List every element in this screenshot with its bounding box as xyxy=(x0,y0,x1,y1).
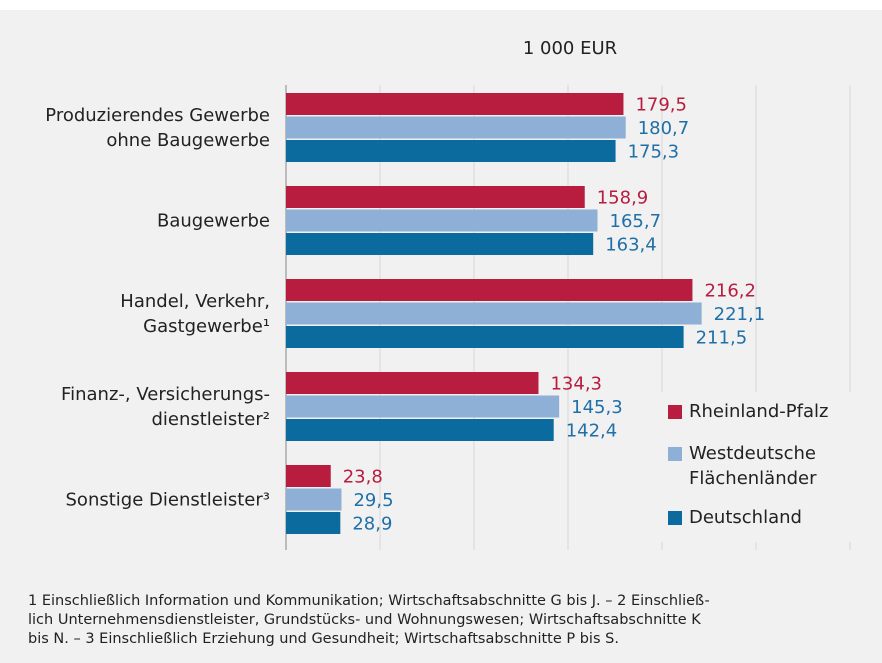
value-label: 142,4 xyxy=(566,421,618,442)
value-label: 216,2 xyxy=(704,281,756,302)
category-label: Finanz-, Versicherungs- dienstleister² xyxy=(61,383,270,430)
legend-swatch xyxy=(668,447,682,461)
legend-label: Westdeutsche Flächenländer xyxy=(689,443,817,489)
value-label: 163,4 xyxy=(605,235,657,256)
bar xyxy=(286,116,626,139)
bar xyxy=(286,419,554,441)
bar xyxy=(286,372,539,394)
bar xyxy=(286,140,616,162)
value-label: 23,8 xyxy=(343,467,383,488)
category-label: Handel, Verkehr, Gastgewerbe¹ xyxy=(120,290,270,337)
value-label: 211,5 xyxy=(696,328,748,349)
category-label: Produzierendes Gewerbe ohne Baugewerbe xyxy=(45,104,270,151)
unit-label: 1 000 EUR xyxy=(522,38,618,59)
bar xyxy=(286,395,560,418)
footnote: 1 Einschließlich Information und Kommuni… xyxy=(28,593,710,647)
bar xyxy=(286,186,585,208)
value-label: 28,9 xyxy=(352,514,392,535)
bar xyxy=(286,302,702,325)
value-label: 165,7 xyxy=(610,211,662,232)
bar xyxy=(286,512,341,534)
bar xyxy=(286,279,693,301)
value-label: 175,3 xyxy=(628,142,680,163)
legend-swatch xyxy=(668,511,682,525)
value-label: 179,5 xyxy=(635,95,687,116)
bar xyxy=(286,326,684,348)
value-label: 145,3 xyxy=(571,397,623,418)
bar xyxy=(286,465,331,487)
bar xyxy=(286,93,624,115)
value-label: 134,3 xyxy=(550,374,602,395)
legend-label: Deutschland xyxy=(689,507,802,528)
bar xyxy=(286,209,598,232)
value-label: 29,5 xyxy=(353,490,393,511)
bar xyxy=(286,488,342,511)
value-label: 180,7 xyxy=(638,118,690,139)
category-label: Baugewerbe xyxy=(157,210,270,231)
legend-swatch xyxy=(668,405,682,419)
legend-bg xyxy=(660,392,860,542)
top-strip xyxy=(0,0,882,10)
category-label: Sonstige Dienstleister³ xyxy=(65,489,271,510)
bar xyxy=(286,233,594,255)
value-label: 221,1 xyxy=(714,304,766,325)
value-label: 158,9 xyxy=(597,188,649,209)
legend-label: Rheinland-Pfalz xyxy=(689,401,829,422)
